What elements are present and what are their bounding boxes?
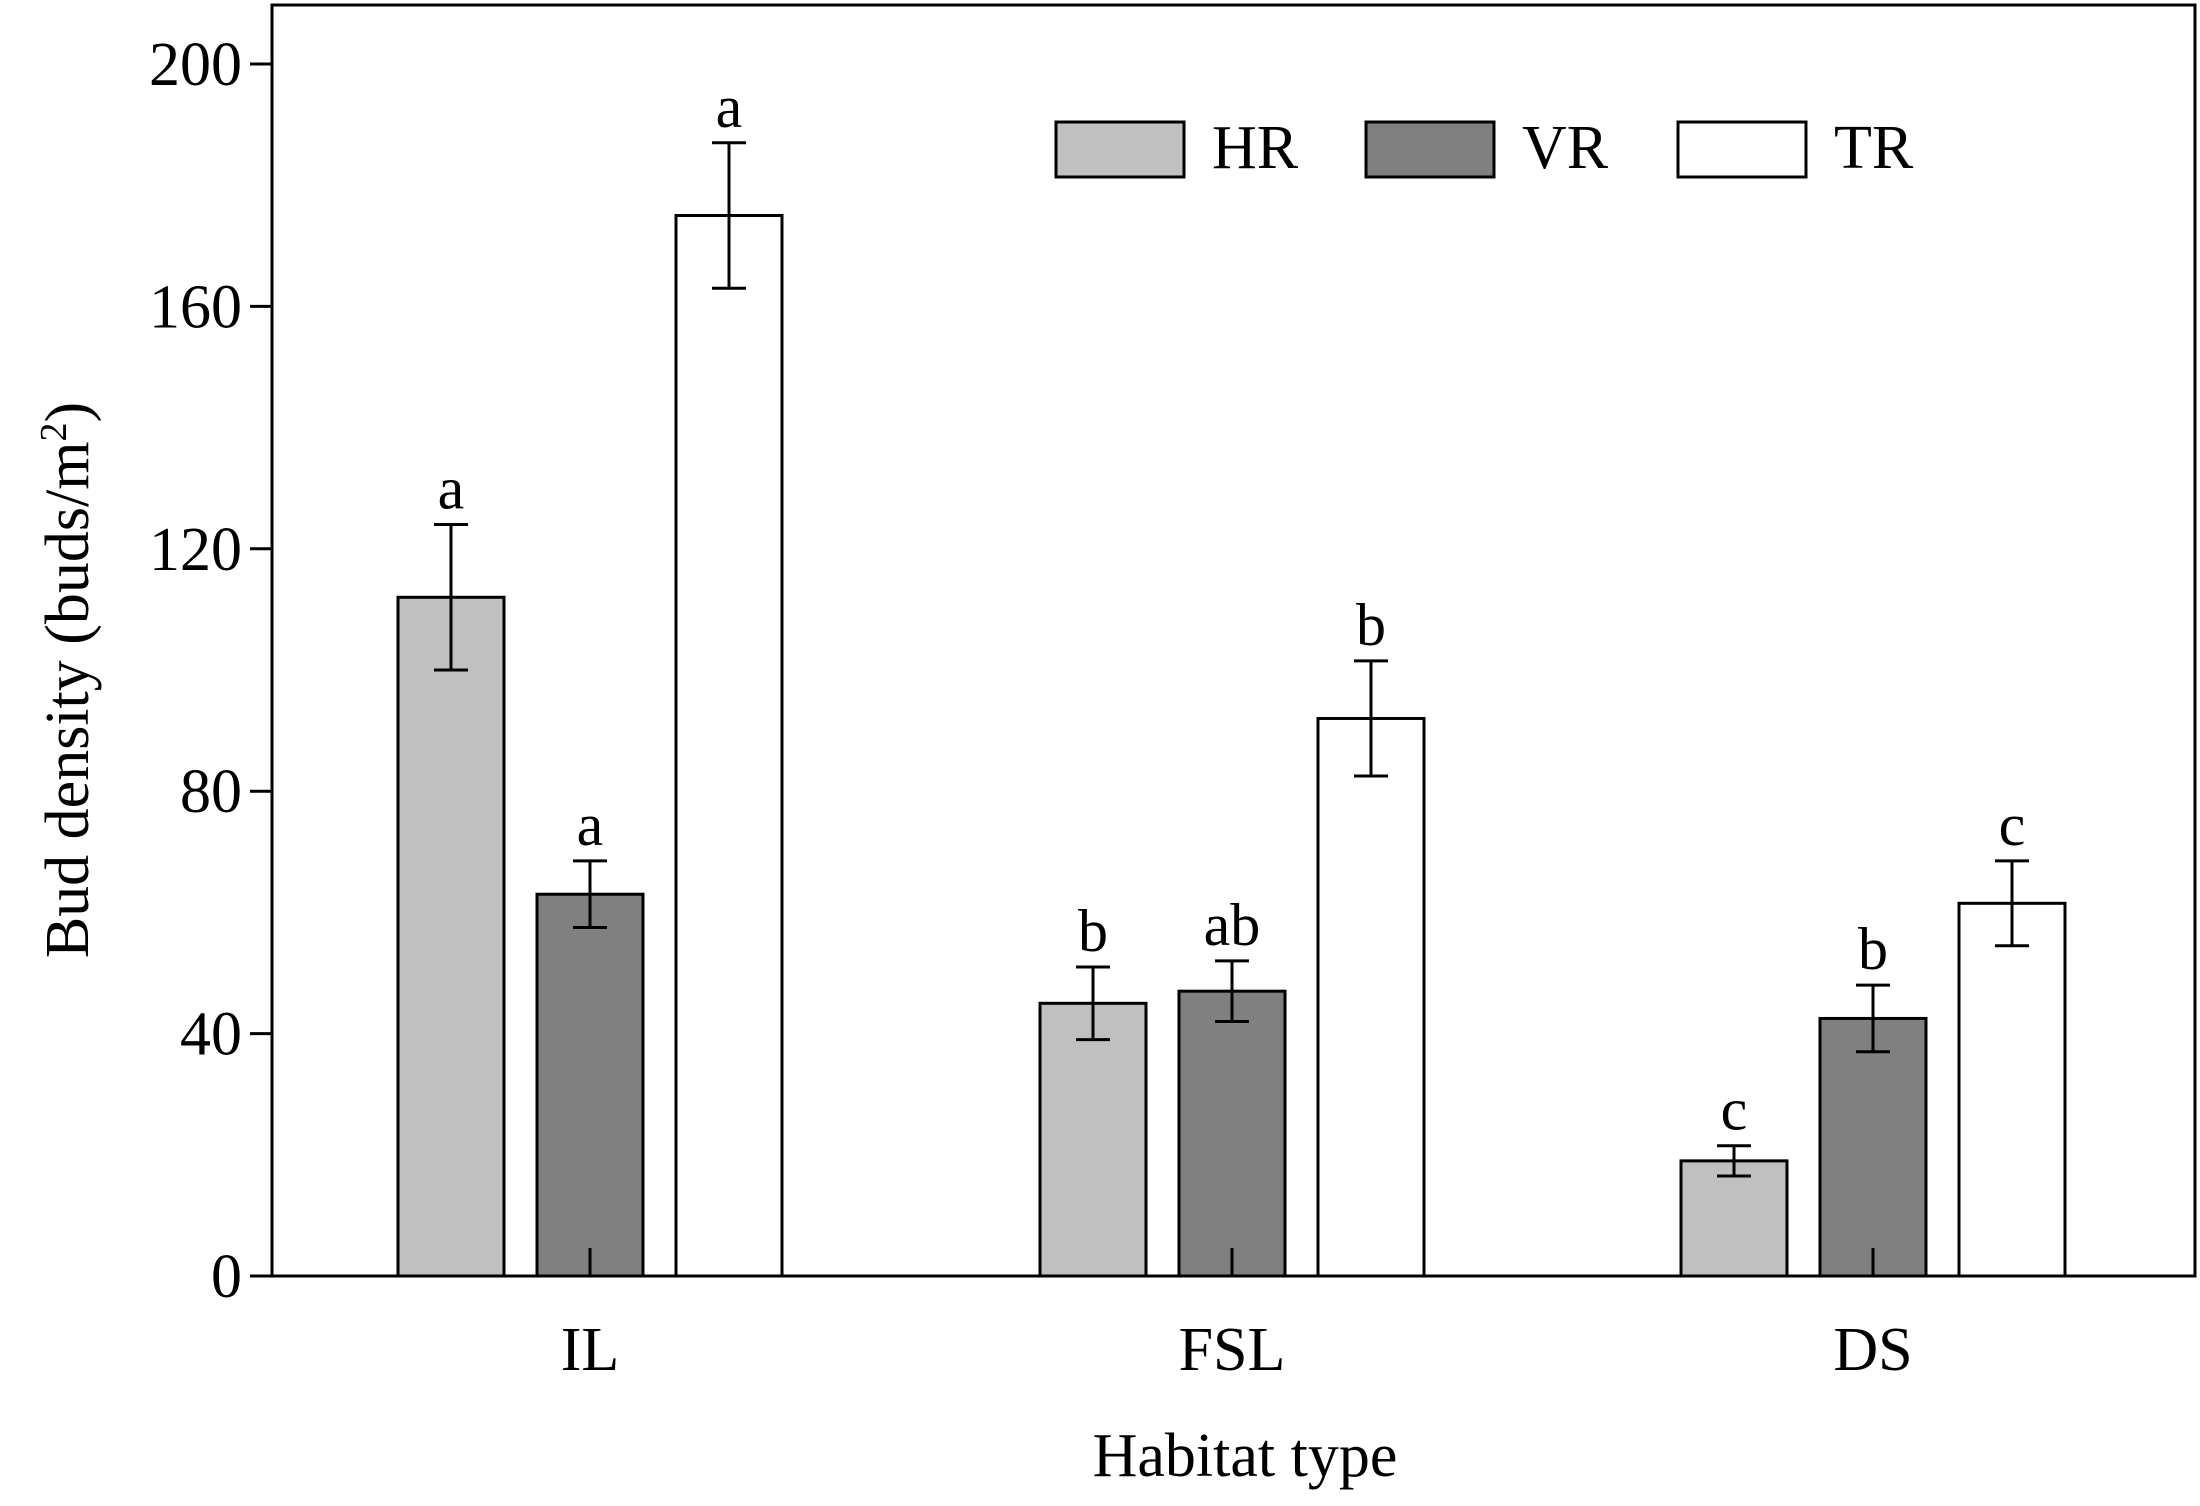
- legend: HR VR TR: [1054, 114, 1914, 182]
- legend-label-vr: VR: [1522, 114, 1609, 182]
- y-axis-label-sup: 2: [33, 422, 75, 441]
- x-tick-label: IL: [561, 1316, 620, 1384]
- significance-letter: b: [1858, 916, 1888, 982]
- significance-letter: c: [1999, 792, 2026, 858]
- y-axis-label-main: Bud density (buds/m: [34, 441, 102, 958]
- legend-swatch-hr: [1054, 120, 1186, 179]
- y-tick-label: 200: [149, 31, 242, 99]
- y-tick-label: 0: [211, 1243, 242, 1311]
- legend-label-tr: TR: [1834, 114, 1914, 182]
- legend-swatch-vr: [1364, 120, 1496, 179]
- significance-letter: b: [1356, 592, 1386, 658]
- bar-hr-il: [396, 595, 506, 1278]
- legend-swatch-tr: [1676, 120, 1808, 179]
- significance-letter: c: [1721, 1077, 1748, 1143]
- significance-letter: a: [716, 74, 743, 140]
- bar-vr-il: [535, 892, 645, 1278]
- bar-tr-fsl: [1316, 716, 1426, 1278]
- significance-letter: ab: [1204, 892, 1261, 958]
- x-tick-label: DS: [1833, 1316, 1912, 1384]
- y-tick-label: 160: [149, 273, 242, 341]
- significance-letter: b: [1078, 898, 1108, 964]
- y-tick-label: 80: [180, 758, 242, 826]
- bar-vr-fsl: [1177, 989, 1287, 1278]
- significance-letter: a: [438, 456, 465, 522]
- bar-tr-ds: [1957, 901, 2067, 1278]
- bar-hr-fsl: [1038, 1001, 1148, 1278]
- y-tick-label: 120: [149, 516, 242, 584]
- significance-letter: a: [577, 792, 604, 858]
- axes-layer: 0 40 80 120 160 200 IL FSL DS: [149, 3, 2197, 1384]
- x-tick-label: FSL: [1179, 1316, 1286, 1384]
- y-axis-label-close: ): [34, 402, 102, 423]
- y-tick-label: 40: [180, 1001, 242, 1069]
- legend-label-hr: HR: [1212, 114, 1299, 182]
- bar-hr-ds: [1679, 1159, 1789, 1278]
- x-axis-label: Habitat type: [1093, 1422, 1398, 1490]
- y-axis-label: Bud density (buds/m2): [33, 402, 102, 958]
- bar-tr-il: [674, 214, 784, 1278]
- bar-vr-ds: [1818, 1016, 1928, 1278]
